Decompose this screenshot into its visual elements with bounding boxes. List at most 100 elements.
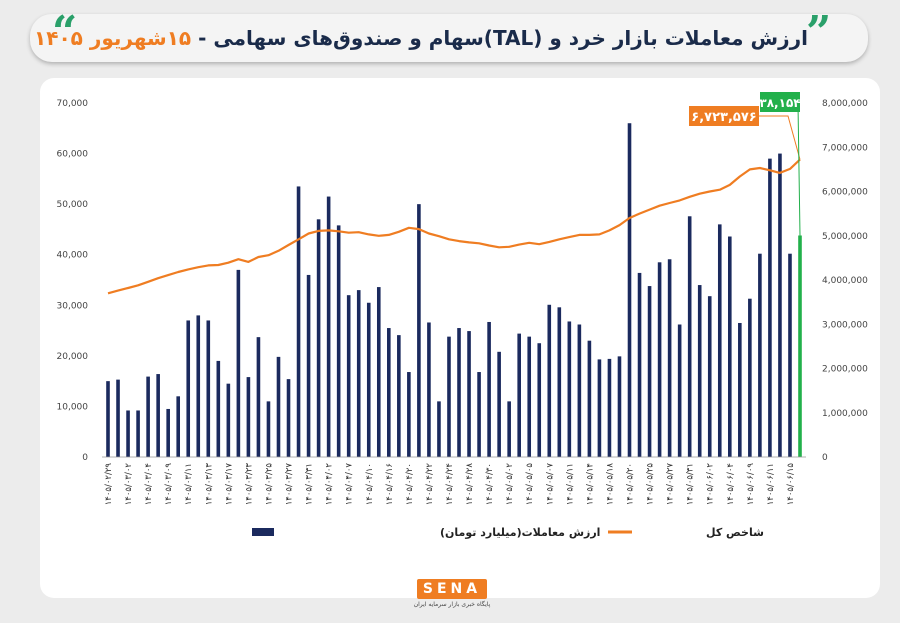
y-right-tick-label: 7,000,000 — [822, 143, 868, 153]
x-tick-label: ۱۴۰۵/۰۳/۲۵ — [264, 463, 274, 506]
y-right-tick-label: 1,000,000 — [822, 409, 868, 419]
bar — [497, 351, 501, 457]
x-tick-label: ۱۴۰۵/۰۵/۰۲ — [505, 463, 515, 506]
x-tick-label: ۱۴۰۵/۰۴/۲۰ — [405, 463, 415, 505]
bar — [607, 358, 612, 457]
x-tick-label: ۱۴۰۵/۰۶/۱۱ — [766, 463, 776, 505]
bar — [387, 328, 391, 457]
bar — [517, 333, 521, 457]
bar — [126, 410, 130, 457]
bar — [778, 153, 782, 458]
bar — [577, 324, 582, 457]
bar — [106, 381, 110, 457]
quote-close-icon: ” — [806, 7, 832, 58]
x-tick-label: ۱۴۰۵/۰۴/۲۸ — [465, 463, 475, 506]
bar — [477, 372, 481, 457]
x-tick-label: ۱۴۰۵/۰۴/۰۷ — [345, 463, 355, 506]
bar — [587, 340, 592, 457]
title-bar: ارزش معاملات بازار خرد و (TAL)سهام و صند… — [30, 14, 868, 62]
bar — [647, 286, 652, 457]
x-tick-label: ۱۴۰۵/۰۴/۳۰ — [485, 463, 495, 505]
bar — [286, 379, 291, 457]
bar — [798, 235, 802, 457]
bar — [186, 320, 191, 457]
x-tick-label: ۱۴۰۵/۰۴/۱۶ — [385, 463, 395, 505]
bar — [527, 336, 532, 457]
x-tick-label: ۱۴۰۵/۰۴/۱۰ — [365, 463, 375, 505]
bar — [557, 307, 562, 457]
bar — [677, 324, 682, 457]
quote-open-icon: “ — [52, 7, 78, 58]
x-tick-label: ۱۴۰۵/۰۳/۱۱ — [184, 463, 194, 505]
bar — [717, 224, 722, 457]
y-right-tick-label: 4,000,000 — [822, 276, 868, 286]
bar — [637, 272, 642, 457]
y-left-tick-label: 10,000 — [57, 402, 89, 412]
bar — [176, 396, 181, 457]
x-tick-label: ۱۴۰۵/۰۳/۰۴ — [144, 463, 154, 505]
logo-text: SENA — [416, 579, 488, 599]
bar — [306, 274, 311, 457]
title-main: ارزش معاملات بازار خرد و (TAL)سهام و صند… — [198, 26, 808, 50]
bar — [427, 322, 431, 457]
x-tick-label: ۱۴۰۵/۰۳/۰۲ — [124, 463, 134, 506]
y-left-tick-label: 40,000 — [57, 251, 89, 261]
bar — [296, 186, 301, 457]
bar — [467, 331, 471, 457]
index-line — [107, 158, 801, 295]
x-tick-label: ۱۴۰۵/۰۳/۳۱ — [305, 463, 315, 505]
bar — [146, 376, 150, 457]
logo-subtitle: پایگاه خبری بازار سرمایه ایران — [413, 601, 491, 608]
bar — [196, 315, 201, 457]
bar — [116, 379, 120, 457]
y-left-tick-label: 30,000 — [57, 301, 89, 311]
bar — [537, 343, 542, 457]
bar — [627, 123, 632, 457]
legend-bar-swatch — [252, 528, 274, 536]
bar — [346, 295, 351, 457]
bar — [397, 335, 401, 457]
x-tick-label: ۱۴۰۵/۰۵/۱۱ — [565, 463, 575, 505]
x-tick-label: ۱۴۰۵/۰۵/۲۷ — [666, 463, 676, 506]
x-tick-label: ۱۴۰۵/۰۵/۳۱ — [686, 463, 696, 505]
x-tick-label: ۱۴۰۵/۰۳/۲۳ — [244, 463, 254, 506]
x-tick-label: ۱۴۰۵/۰۴/۲۴ — [445, 463, 455, 505]
value-callout-leader — [792, 103, 801, 236]
bar — [547, 304, 552, 457]
x-tick-label: ۱۴۰۵/۰۴/۲۲ — [425, 463, 435, 506]
y-right-tick-label: 2,000,000 — [822, 365, 868, 375]
y-left-tick-label: 0 — [82, 453, 88, 463]
bar — [447, 336, 451, 457]
x-tick-label: ۱۴۰۵/۰۵/۲۵ — [646, 463, 656, 506]
y-right-tick-label: 0 — [822, 453, 828, 463]
legend-bar-label: ارزش معاملات(میلیارد تومان) — [440, 526, 600, 539]
y-right-tick-label: 6,000,000 — [822, 188, 868, 198]
title-date: ۱۵شهریور ۱۴۰۵ — [34, 26, 199, 50]
bar — [136, 410, 140, 457]
x-tick-label: ۱۴۰۵/۰۶/۰۹ — [746, 463, 756, 506]
bar — [226, 383, 231, 457]
bar — [738, 322, 742, 457]
chart-title: ارزش معاملات بازار خرد و (TAL)سهام و صند… — [34, 26, 808, 50]
bar — [597, 359, 602, 457]
bar — [417, 204, 421, 457]
bar — [707, 296, 712, 457]
value-callout-label: ۳۸,۱۵۴ — [759, 96, 800, 110]
x-tick-label: ۱۴۰۵/۰۶/۰۴ — [726, 463, 736, 505]
bar — [256, 337, 261, 457]
bar — [758, 253, 762, 457]
bar — [727, 236, 732, 457]
bar — [356, 290, 361, 457]
bar — [437, 401, 441, 457]
bar — [748, 298, 752, 457]
y-left-tick-label: 70,000 — [57, 99, 89, 109]
bar — [336, 225, 341, 457]
bar — [156, 374, 160, 457]
bar — [236, 269, 241, 457]
x-tick-label: ۱۴۰۵/۰۶/۱۵ — [786, 463, 796, 506]
y-left-tick-label: 50,000 — [57, 200, 89, 210]
bar — [266, 401, 271, 457]
bar — [376, 287, 381, 457]
y-right-tick-label: 3,000,000 — [822, 320, 868, 330]
